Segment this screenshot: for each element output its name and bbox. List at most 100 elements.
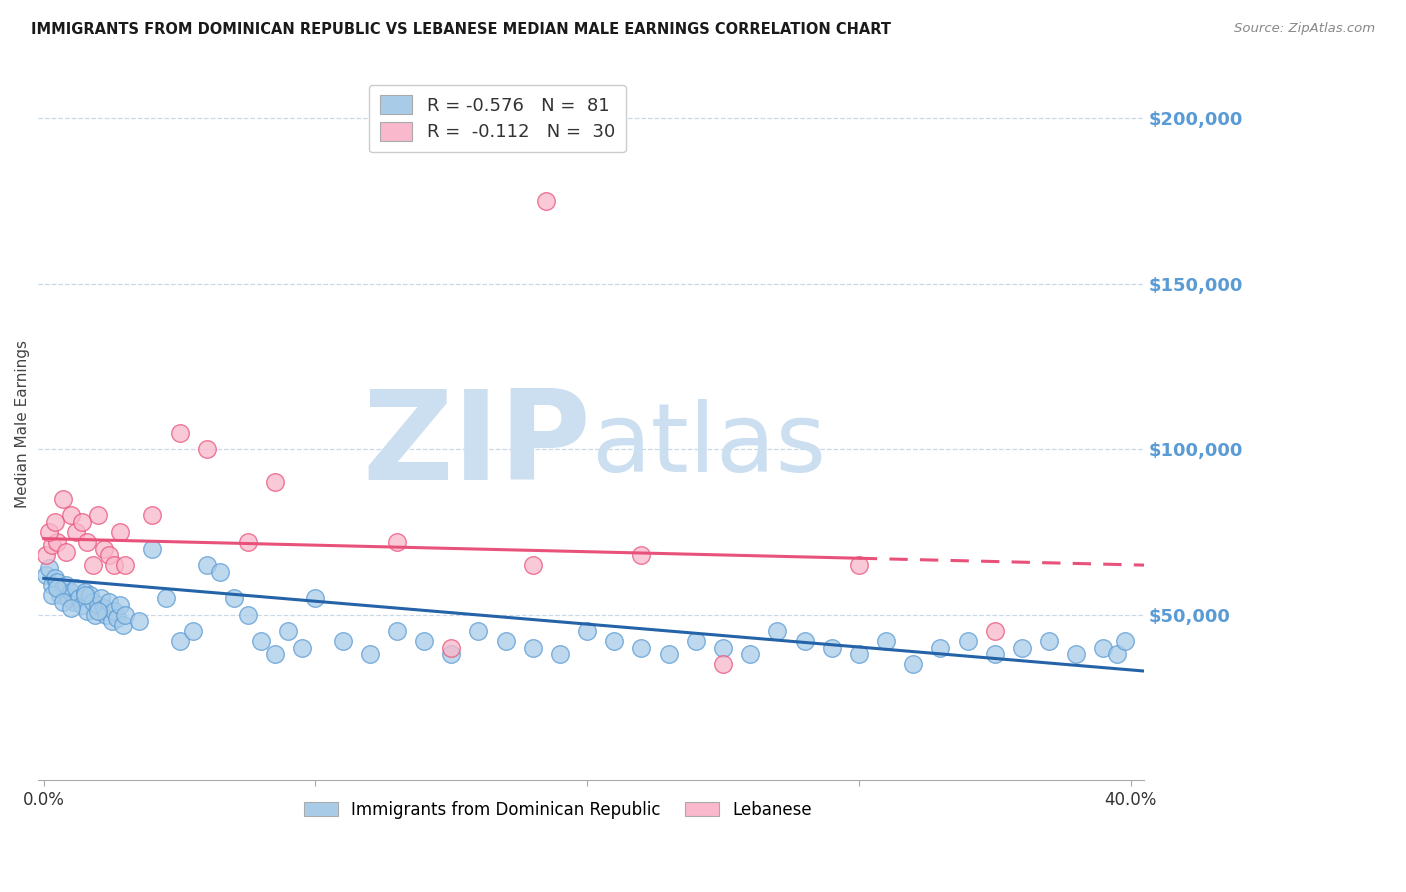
Point (100, 615, 122, 629)
Point (440, 640, 463, 655)
Point (70, 515, 93, 529)
Point (141, 541, 163, 556)
Point (55, 545, 77, 559)
Point (93, 541, 115, 556)
Point (35, 568, 58, 582)
Point (576, 624, 599, 639)
Point (766, 624, 789, 639)
Text: IMMIGRANTS FROM DOMINICAN REPUBLIC VS LEBANESE MEDIAN MALE EARNINGS CORRELATION : IMMIGRANTS FROM DOMINICAN REPUBLIC VS LE… (31, 22, 891, 37)
Point (901, 657, 924, 672)
Point (38, 561, 60, 575)
Point (87, 508, 110, 523)
Point (630, 548, 652, 562)
Point (108, 598, 131, 612)
Point (536, 194, 558, 208)
Y-axis label: Median Male Earnings: Median Male Earnings (15, 341, 30, 508)
Point (59, 601, 82, 615)
Point (103, 558, 125, 573)
Point (291, 640, 314, 655)
Point (108, 524, 131, 539)
Point (38, 524, 60, 539)
Point (103, 604, 125, 618)
Point (98, 548, 121, 562)
Point (956, 634, 979, 648)
Point (1092, 640, 1115, 655)
Point (522, 640, 544, 655)
Point (1064, 648, 1087, 662)
Point (603, 634, 626, 648)
Point (440, 648, 463, 662)
Point (87, 598, 110, 612)
Point (44, 515, 66, 529)
Point (46, 535, 69, 549)
Point (59, 508, 82, 523)
Point (195, 442, 218, 457)
Point (983, 624, 1005, 639)
Point (793, 634, 815, 648)
Point (41, 578, 63, 592)
Point (59, 584, 82, 599)
Point (76, 604, 98, 618)
Point (98, 594, 121, 608)
Point (740, 648, 762, 662)
Point (359, 648, 381, 662)
Point (44, 571, 66, 585)
Point (848, 558, 870, 573)
Point (236, 607, 259, 622)
Point (73, 584, 96, 599)
Point (263, 475, 285, 490)
Point (1011, 640, 1033, 655)
Point (52, 582, 75, 596)
Point (467, 624, 489, 639)
Point (73, 588, 96, 602)
Point (35, 548, 58, 562)
Point (522, 558, 544, 573)
Point (114, 607, 136, 622)
Point (67, 591, 90, 606)
Point (111, 617, 134, 632)
Point (155, 591, 177, 606)
Point (385, 535, 408, 549)
Point (222, 591, 245, 606)
Point (52, 594, 75, 608)
Point (658, 648, 681, 662)
Text: Source: ZipAtlas.com: Source: ZipAtlas.com (1234, 22, 1375, 36)
Point (105, 611, 128, 625)
Point (385, 624, 408, 639)
Point (93, 601, 115, 615)
Point (548, 648, 571, 662)
Point (96, 607, 118, 622)
Point (711, 657, 734, 672)
Text: ZIP: ZIP (363, 385, 592, 507)
Point (70, 598, 93, 612)
Point (46, 582, 69, 596)
Point (82, 594, 104, 608)
Point (65, 582, 87, 596)
Point (90, 591, 112, 606)
Point (848, 648, 870, 662)
Point (49, 588, 72, 602)
Point (52, 491, 75, 506)
Point (332, 634, 354, 648)
Point (304, 591, 326, 606)
Point (46, 574, 69, 589)
Point (250, 634, 273, 648)
Point (82, 558, 104, 573)
Point (630, 640, 652, 655)
Point (79, 588, 101, 602)
Point (84, 607, 107, 622)
Point (169, 634, 191, 648)
Point (128, 615, 150, 629)
Point (277, 624, 299, 639)
Point (195, 558, 218, 573)
Text: atlas: atlas (592, 400, 827, 492)
Legend: Immigrants from Dominican Republic, Lebanese: Immigrants from Dominican Republic, Leba… (298, 794, 818, 825)
Point (929, 640, 952, 655)
Point (41, 538, 63, 552)
Point (169, 425, 191, 440)
Point (1114, 634, 1136, 648)
Point (114, 558, 136, 573)
Point (209, 565, 232, 579)
Point (1038, 634, 1060, 648)
Point (141, 508, 163, 523)
